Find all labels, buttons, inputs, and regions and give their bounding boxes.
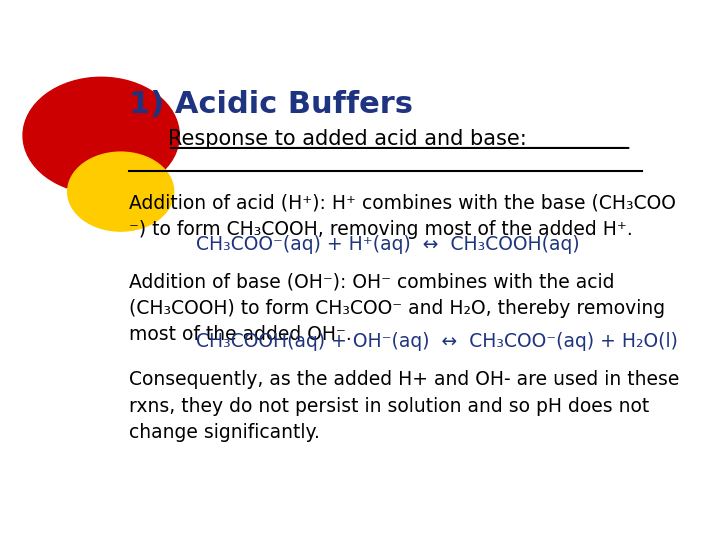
Text: ⁻) to form CH₃COOH, removing most of the added H⁺.: ⁻) to form CH₃COOH, removing most of the… (129, 220, 633, 239)
Text: change significantly.: change significantly. (129, 423, 320, 442)
Text: (CH₃COOH) to form CH₃COO⁻ and H₂O, thereby removing: (CH₃COOH) to form CH₃COO⁻ and H₂O, there… (129, 299, 665, 318)
Text: Addition of acid (H⁺): H⁺ combines with the base (CH₃COO: Addition of acid (H⁺): H⁺ combines with … (129, 194, 676, 213)
Circle shape (68, 152, 174, 231)
Text: CH₃COOH(aq) + OH⁻(aq)  ↔  CH₃COO⁻(aq) + H₂O(l): CH₃COOH(aq) + OH⁻(aq) ↔ CH₃COO⁻(aq) + H₂… (196, 332, 678, 351)
Text: Consequently, as the added H+ and OH- are used in these: Consequently, as the added H+ and OH- ar… (129, 370, 680, 389)
Text: Response to added acid and base:: Response to added acid and base: (168, 129, 527, 149)
Text: most of the added OH⁻.: most of the added OH⁻. (129, 325, 352, 344)
Text: CH₃COO⁻(aq) + H⁺(aq)  ↔  CH₃COOH(aq): CH₃COO⁻(aq) + H⁺(aq) ↔ CH₃COOH(aq) (196, 235, 580, 254)
Circle shape (23, 77, 179, 194)
Text: 1) Acidic Buffers: 1) Acidic Buffers (129, 90, 413, 119)
Text: rxns, they do not persist in solution and so pH does not: rxns, they do not persist in solution an… (129, 396, 649, 416)
Text: Addition of base (OH⁻): OH⁻ combines with the acid: Addition of base (OH⁻): OH⁻ combines wit… (129, 273, 615, 292)
